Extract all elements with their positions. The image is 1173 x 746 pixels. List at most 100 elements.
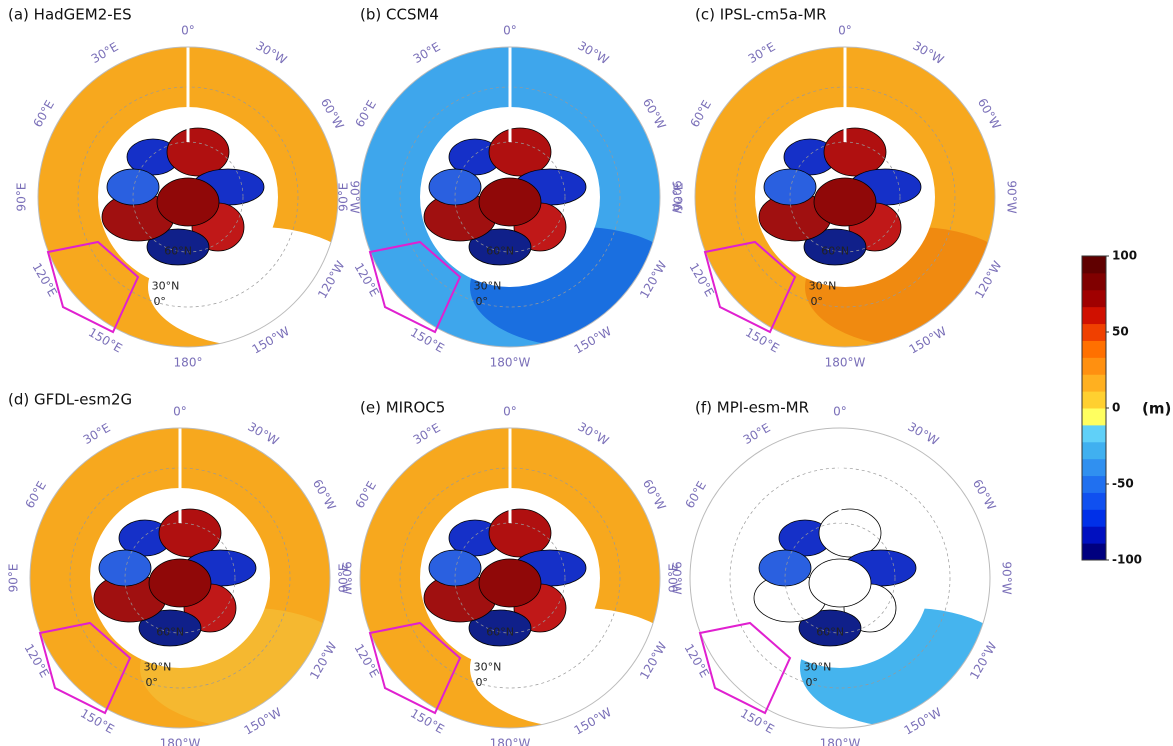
anomaly-blob — [149, 559, 211, 607]
colorbar-label: 0 — [1112, 401, 1120, 415]
longitude-label: 0° — [181, 24, 195, 38]
colorbar-segment — [1082, 324, 1106, 341]
longitude-label: 30°E — [746, 40, 778, 67]
colorbar-segment — [1082, 492, 1106, 509]
longitude-label: 0° — [503, 405, 517, 419]
colorbar-label: 50 — [1112, 325, 1129, 339]
colorbar-label: -100 — [1112, 553, 1142, 567]
colorbar-segment — [1082, 526, 1106, 543]
longitude-label: 60°W — [318, 96, 347, 132]
longitude-label: 60°E — [688, 98, 715, 130]
panel-title: (c) IPSL-cm5a-MR — [695, 6, 827, 24]
longitude-label: 60°E — [31, 98, 58, 130]
colorbar-segment — [1082, 509, 1106, 526]
longitude-label: 60°W — [310, 477, 339, 513]
longitude-label: 60°E — [353, 98, 380, 130]
longitude-label: 90°E — [7, 564, 21, 593]
latitude-label: 30°N — [474, 660, 502, 673]
latitude-label: 60°N — [156, 626, 184, 639]
longitude-label: 0° — [173, 405, 187, 419]
colorbar-segment — [1082, 374, 1106, 391]
map-field — [690, 428, 1020, 728]
longitude-label: 180° — [174, 356, 203, 370]
map-panel: (f) MPI-esm-MR0°30°W60°W90°W120°W150°W18… — [667, 399, 1021, 746]
map-panel: (d) GFDL-esm2G0°30°W60°W90°W120°W150°W18… — [7, 391, 361, 746]
longitude-label: 30°W — [245, 419, 281, 448]
colorbar-segment — [1082, 408, 1106, 425]
longitude-label: 90°E — [672, 183, 686, 212]
colorbar-segment — [1082, 391, 1106, 408]
panel-title: (a) HadGEM2-ES — [8, 6, 132, 24]
longitude-label: 180°W — [490, 737, 531, 746]
longitude-label: 60°E — [683, 479, 710, 511]
map-field — [38, 47, 368, 347]
latitude-label: 0° — [153, 295, 166, 308]
latitude-label: 60°N — [486, 245, 514, 258]
colorbar-segment — [1082, 307, 1106, 324]
longitude-label: 90°W — [1005, 180, 1019, 213]
colorbar-segment — [1082, 273, 1106, 290]
longitude-label: 180°W — [820, 737, 861, 746]
longitude-label: 0° — [833, 405, 847, 419]
longitude-label: 30°W — [575, 419, 611, 448]
longitude-label: 60°E — [23, 479, 50, 511]
latitude-label: 30°N — [809, 279, 837, 292]
longitude-label: 90°E — [337, 564, 351, 593]
colorbar-label: 100 — [1112, 249, 1137, 263]
latitude-label: 0° — [475, 295, 488, 308]
colorbar-segment — [1082, 459, 1106, 476]
anomaly-blob — [159, 509, 221, 557]
colorbar-segment — [1082, 340, 1106, 357]
longitude-label: 60°W — [640, 477, 669, 513]
longitude-label: 30°E — [411, 40, 443, 67]
colorbar-segment — [1082, 357, 1106, 374]
latitude-label: 30°N — [144, 660, 172, 673]
colorbar-label: -50 — [1112, 477, 1134, 491]
map-field — [695, 47, 1025, 347]
map-panel: (b) CCSM40°30°W60°W90°W120°W150°W180°W15… — [337, 6, 691, 370]
colorbar-segment — [1082, 256, 1106, 273]
latitude-label: 0° — [145, 676, 158, 689]
map-panel: (a) HadGEM2-ES0°30°W60°W90°W120°W150°W18… — [8, 6, 368, 370]
latitude-label: 0° — [805, 676, 818, 689]
longitude-label: 0° — [503, 24, 517, 38]
longitude-label: 180°W — [160, 737, 201, 746]
longitude-label: 60°E — [353, 479, 380, 511]
map-field — [360, 428, 690, 728]
colorbar-segment — [1082, 543, 1106, 560]
latitude-label: 60°N — [486, 626, 514, 639]
colorbar-segment — [1082, 425, 1106, 442]
panel-title: (d) GFDL-esm2G — [8, 391, 132, 409]
latitude-label: 30°N — [152, 279, 180, 292]
anomaly-blob — [489, 509, 551, 557]
latitude-label: 60°N — [164, 245, 192, 258]
latitude-label: 0° — [475, 676, 488, 689]
longitude-label: 30°W — [905, 419, 941, 448]
longitude-label: 30°W — [575, 38, 611, 67]
longitude-label: 60°W — [640, 96, 669, 132]
anomaly-blob — [489, 128, 551, 176]
longitude-label: 30°W — [253, 38, 289, 67]
panel-title: (b) CCSM4 — [360, 6, 439, 24]
longitude-label: 30°E — [411, 421, 443, 448]
longitude-label: 30°W — [910, 38, 946, 67]
anomaly-blob — [814, 178, 876, 226]
latitude-label: 60°N — [821, 245, 849, 258]
longitude-label: 180°W — [825, 356, 866, 370]
anomaly-blob — [809, 559, 871, 607]
colorbar-unit: (m) — [1142, 400, 1171, 418]
anomaly-blob — [157, 178, 219, 226]
anomaly-blob — [824, 128, 886, 176]
longitude-label: 90°E — [15, 183, 29, 212]
colorbar-segment — [1082, 442, 1106, 459]
longitude-label: 30°E — [741, 421, 773, 448]
map-field — [360, 47, 690, 347]
colorbar-segment — [1082, 290, 1106, 307]
longitude-label: 60°W — [970, 477, 999, 513]
anomaly-blob — [479, 178, 541, 226]
anomaly-blob — [819, 509, 881, 557]
longitude-label: 30°E — [81, 421, 113, 448]
anomaly-blob — [479, 559, 541, 607]
latitude-label: 0° — [810, 295, 823, 308]
